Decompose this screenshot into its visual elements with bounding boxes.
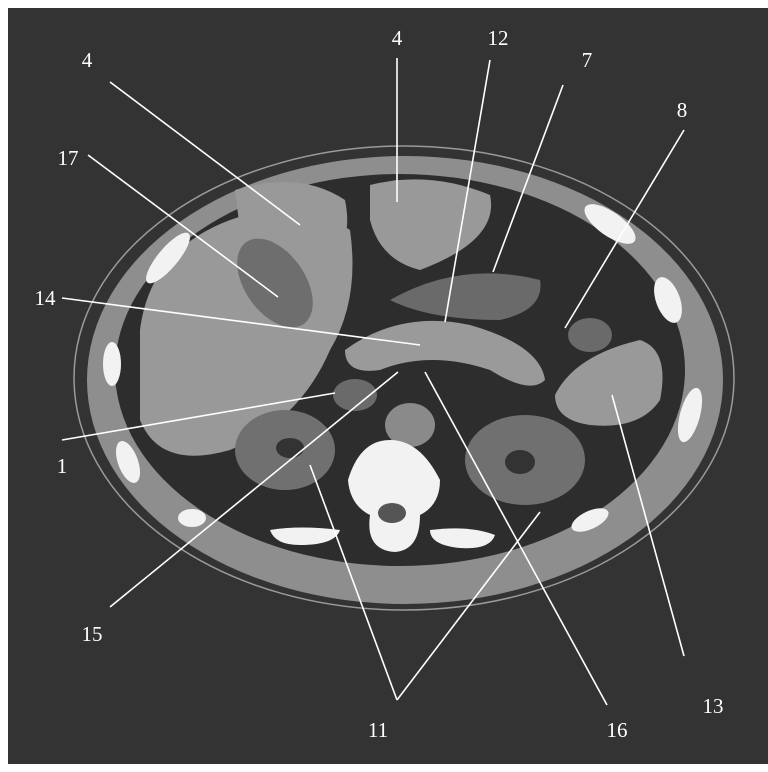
structure-label: 17 — [58, 146, 79, 170]
structure-label: 7 — [582, 48, 593, 72]
structure-label: 11 — [368, 718, 388, 742]
ct-scan-figure: 4 4 12 7 8 17 14 1 15 11 16 13 — [0, 0, 768, 772]
structure-label: 8 — [677, 98, 688, 122]
structure-label: 4 — [392, 26, 403, 50]
structure-label: 4 — [82, 48, 93, 72]
structure-label: 13 — [703, 694, 724, 718]
structure-label: 1 — [57, 454, 68, 478]
structure-label: 15 — [82, 622, 103, 646]
structure-label: 14 — [35, 286, 57, 310]
structure-label: 16 — [607, 718, 628, 742]
structure-label: 12 — [488, 26, 509, 50]
